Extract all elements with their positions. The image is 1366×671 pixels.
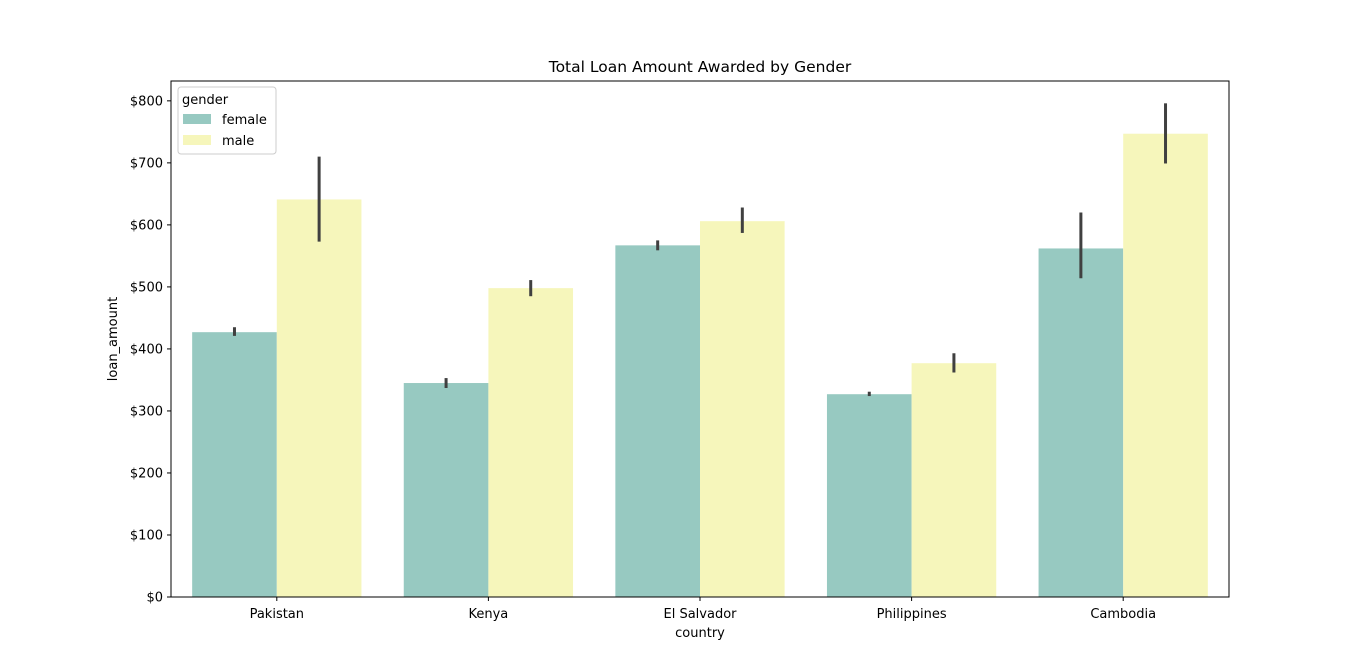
y-tick-label: $100	[130, 528, 163, 543]
bar-female-cambodia	[1038, 248, 1124, 598]
y-tick-label: $400	[130, 342, 163, 357]
legend-swatch-female	[183, 114, 211, 124]
legend-title: gender	[182, 93, 229, 108]
chart-title: Total Loan Amount Awarded by Gender	[548, 58, 852, 76]
y-tick-label: $600	[130, 218, 163, 233]
legend-swatch-male	[183, 135, 211, 145]
legend: gender female male	[177, 86, 277, 155]
y-tick-label: $200	[130, 466, 163, 481]
bar-male-kenya	[488, 288, 574, 597]
x-axis-label: country	[675, 626, 725, 641]
bar-male-philippines	[911, 363, 997, 597]
bars-layer	[192, 133, 1208, 598]
bar-female-pakistan	[192, 332, 277, 597]
legend-label-male: male	[222, 134, 254, 149]
y-axis-label: loan_amount	[106, 297, 121, 381]
error-bars-layer	[232, 103, 1168, 397]
bar-female-philippines	[826, 394, 912, 597]
x-axis: Pakistan Kenya El Salvador Philippines Cambo…	[250, 597, 1156, 622]
y-tick-label: $0	[146, 591, 163, 606]
y-tick-label: $700	[130, 156, 163, 171]
y-axis: $0 $100 $200 $300 $400 $500 $600 $700 $800	[130, 94, 171, 606]
bar-male-el-salvador	[700, 221, 785, 598]
x-tick-label: Pakistan	[250, 607, 304, 622]
x-tick-label: Kenya	[469, 607, 509, 622]
x-tick-label: El Salvador	[664, 607, 738, 622]
x-tick-label: Cambodia	[1090, 607, 1156, 622]
y-tick-label: $300	[130, 404, 163, 419]
y-tick-label: $500	[130, 280, 163, 295]
bar-female-el-salvador	[615, 245, 700, 598]
bar-male-pakistan	[276, 199, 362, 597]
bar-female-kenya	[403, 383, 489, 597]
bar-male-cambodia	[1123, 133, 1208, 597]
y-tick-label: $800	[130, 94, 163, 109]
legend-label-female: female	[222, 113, 267, 128]
x-tick-label: Philippines	[877, 607, 947, 622]
